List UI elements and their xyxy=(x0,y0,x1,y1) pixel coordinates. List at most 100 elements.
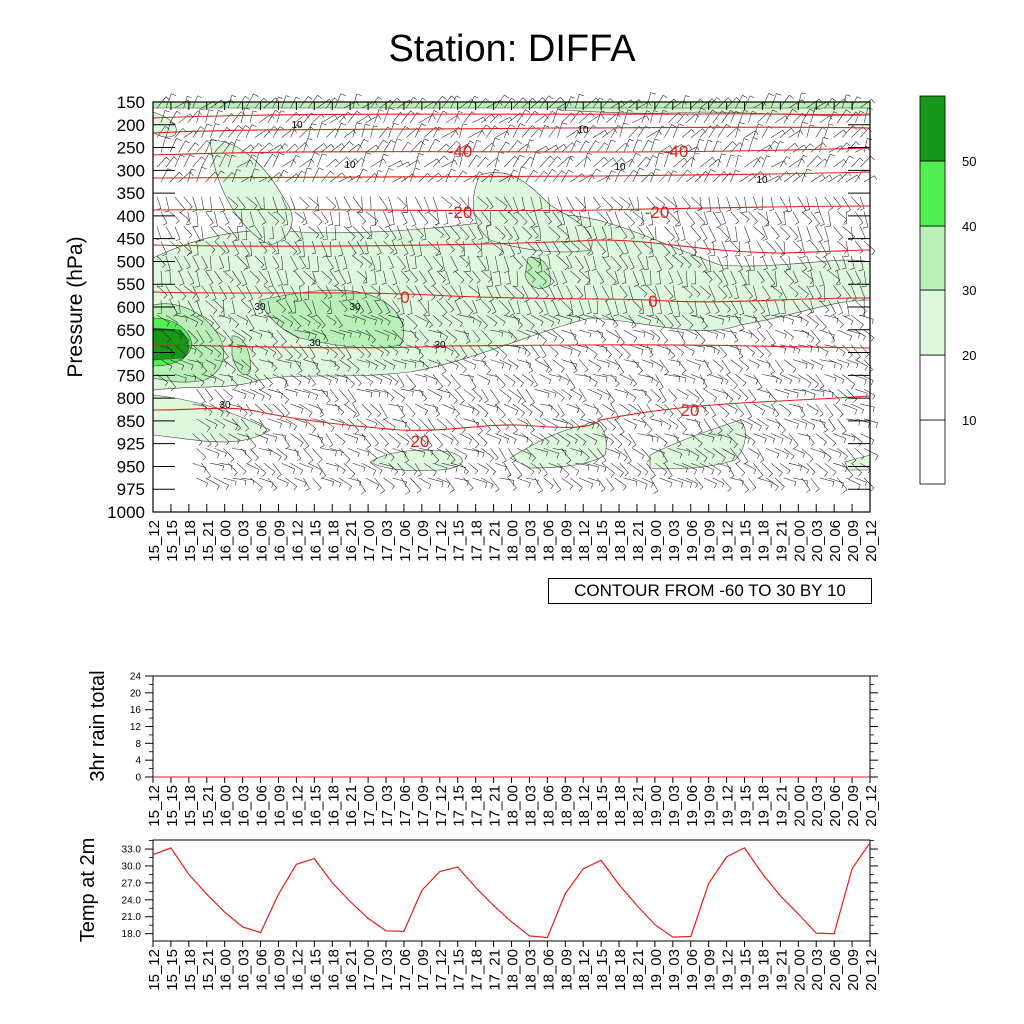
x-tick-label: 18_06 xyxy=(540,785,557,827)
x-tick-label: 20_06 xyxy=(827,949,844,991)
x-tick-label: 18_21 xyxy=(630,949,647,991)
x-tick-label: 15_21 xyxy=(200,785,217,827)
x-tick-label: 19_21 xyxy=(773,785,790,827)
x-tick-label: 16_00 xyxy=(218,949,235,991)
x-tick-label: 17_06 xyxy=(397,785,414,827)
time-tick-label: 18_03 xyxy=(522,520,539,562)
humidity-region-11 xyxy=(231,335,251,376)
time-tick-label: 15_12 xyxy=(146,520,163,562)
x-tick-label: 16_09 xyxy=(271,949,288,991)
time-tick-label: 17_15 xyxy=(451,520,468,562)
pressure-tick-label: 1000 xyxy=(107,503,145,522)
x-tick-label: 20_00 xyxy=(791,949,808,991)
colorbar-label: 50 xyxy=(962,154,976,169)
colorbar: 10 20 30 40 50 xyxy=(919,95,976,485)
x-tick-label: 15_18 xyxy=(182,785,199,827)
time-tick-label: 20_00 xyxy=(791,520,808,562)
x-tick-label: 18_00 xyxy=(505,785,522,827)
temp-contour-label: 0 xyxy=(400,288,409,307)
y-tick-label: 0 xyxy=(135,773,141,784)
x-tick-label: 17_18 xyxy=(469,785,486,827)
x-tick-label: 15_12 xyxy=(146,949,163,991)
x-tick-label: 20_06 xyxy=(827,785,844,827)
x-tick-label: 16_15 xyxy=(307,949,324,991)
y-tick-label: 16 xyxy=(130,705,142,716)
time-tick-label: 16_15 xyxy=(307,520,324,562)
temp-contour-label: 0 xyxy=(648,292,657,311)
y-tick-label: 30.0 xyxy=(122,861,142,872)
x-tick-label: 15_15 xyxy=(164,949,181,991)
time-tick-label: 16_00 xyxy=(218,520,235,562)
x-tick-label: 16_12 xyxy=(289,949,306,991)
time-tick-label: 18_18 xyxy=(612,520,629,562)
temp-contour-4 xyxy=(152,205,871,212)
pressure-tick-label: 450 xyxy=(117,230,145,249)
temp-contour-label: 20 xyxy=(411,432,430,451)
temp-contour-8 xyxy=(152,395,871,431)
x-tick-label: 18_00 xyxy=(505,949,522,991)
colorbar-box-4 xyxy=(919,160,946,227)
time-tick-label: 16_09 xyxy=(271,520,288,562)
x-tick-label: 17_00 xyxy=(361,785,378,827)
x-tick-label: 16_06 xyxy=(254,785,271,827)
humidity-contour-label: 10 xyxy=(344,160,356,171)
time-tick-label: 16_03 xyxy=(236,520,253,562)
x-tick-label: 19_15 xyxy=(738,949,755,991)
humidity-contour-label: 10 xyxy=(291,120,303,131)
humidity-contour-label: 30 xyxy=(349,302,361,313)
x-tick-label: 19_00 xyxy=(648,949,665,991)
temp-axis-label: Temp at 2m xyxy=(77,838,99,942)
pressure-tick-label: 300 xyxy=(117,161,145,180)
time-tick-label: 20_09 xyxy=(845,520,862,562)
x-tick-label: 17_09 xyxy=(415,949,432,991)
x-tick-label: 19_03 xyxy=(666,949,683,991)
x-tick-label: 19_09 xyxy=(702,785,719,827)
x-tick-label: 19_21 xyxy=(773,949,790,991)
time-tick-label: 17_18 xyxy=(469,520,486,562)
x-tick-label: 15_21 xyxy=(200,949,217,991)
temp-contour-0 xyxy=(152,113,871,119)
x-tick-label: 16_09 xyxy=(271,785,288,827)
x-tick-label: 19_06 xyxy=(684,949,701,991)
humidity-contour-label: 30 xyxy=(309,338,321,349)
time-tick-label: 17_21 xyxy=(487,520,504,562)
pressure-tick-label: 550 xyxy=(117,275,145,294)
x-tick-label: 20_12 xyxy=(863,949,880,991)
x-tick-label: 17_09 xyxy=(415,785,432,827)
x-tick-label: 17_03 xyxy=(379,785,396,827)
colorbar-label: 30 xyxy=(962,283,976,298)
x-tick-label: 18_09 xyxy=(558,949,575,991)
time-tick-label: 16_18 xyxy=(325,520,342,562)
x-tick-label: 18_15 xyxy=(594,785,611,827)
x-tick-label: 19_09 xyxy=(702,949,719,991)
humidity-region-13 xyxy=(524,257,551,289)
x-tick-label: 18_09 xyxy=(558,785,575,827)
x-tick-label: 18_15 xyxy=(594,949,611,991)
pressure-tick-label: 750 xyxy=(117,366,145,385)
temperature-contours: -40 -40 -20 -20 0 0 20 20 10 10 10 10 10 30 30 30 30 30 xyxy=(152,113,871,451)
time-tick-label: 15_18 xyxy=(182,520,199,562)
x-tick-label: 16_21 xyxy=(343,785,360,827)
temp-contour-label: 20 xyxy=(681,401,700,420)
wind-barb-field xyxy=(156,92,879,495)
x-tick-label: 19_18 xyxy=(755,949,772,991)
x-tick-label: 19_00 xyxy=(648,785,665,827)
time-tick-label: 17_00 xyxy=(361,520,378,562)
humidity-region-6 xyxy=(649,419,746,470)
x-tick-label: 15_15 xyxy=(164,785,181,827)
x-tick-label: 20_09 xyxy=(845,949,862,991)
humidity-region-16 xyxy=(152,327,189,361)
pressure-time-cross-section: -40 -40 -20 -20 0 0 20 20 10 10 10 10 10 30 30 30 30 30 1… xyxy=(64,92,880,562)
humidity-contour-label: 30 xyxy=(219,400,231,411)
time-tick-label: 19_06 xyxy=(684,520,701,562)
temp-contour-label: -20 xyxy=(645,203,670,222)
pressure-tick-label: 250 xyxy=(117,139,145,158)
x-tick-label: 19_06 xyxy=(684,785,701,827)
temp-contour-1 xyxy=(152,126,871,134)
chart-title: Station: DIFFA xyxy=(388,28,636,70)
x-tick-label: 17_06 xyxy=(397,949,414,991)
time-axis: 15_12 15_15 15_18 15_21 16_00 16_03 16_06 16_09… xyxy=(146,102,880,562)
temp-contour-label: -40 xyxy=(448,142,473,161)
